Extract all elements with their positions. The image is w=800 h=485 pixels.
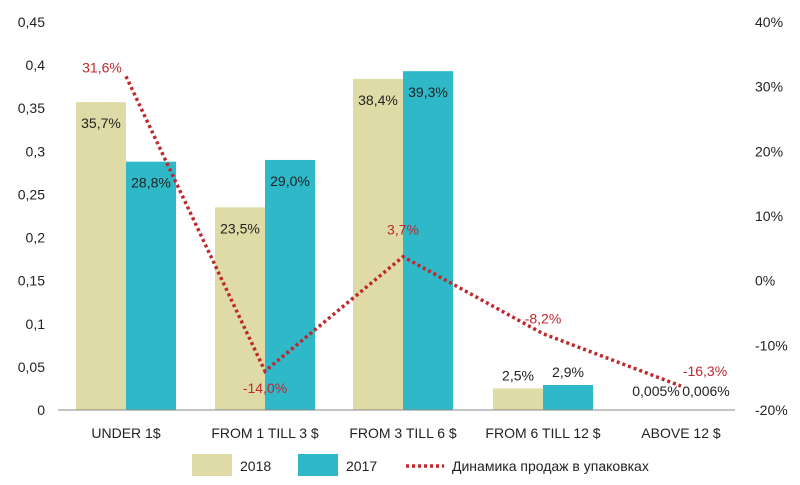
- line-series: [124, 75, 682, 388]
- line-labels-layer: 31,6% -14,0% 3,7% -8,2% -16,3%: [82, 59, 727, 396]
- line-value-label: -16,3%: [683, 363, 727, 379]
- bar-value-label: 23,5%: [220, 220, 260, 236]
- y-tick-label: 0,4: [26, 57, 46, 73]
- y2-tick-label: 0%: [755, 273, 775, 289]
- bar-value-label: 0,006%: [682, 383, 729, 399]
- y-tick-label: 0: [37, 402, 45, 418]
- y2-tick-label: -10%: [755, 337, 788, 353]
- y-tick-label: 0,35: [18, 100, 45, 116]
- legend-swatch-2018: [192, 454, 232, 476]
- y-tick-label: 0,45: [18, 14, 45, 30]
- legend: 2018 2017 Динамика продаж в упаковках: [192, 454, 649, 476]
- bars-layer: [76, 71, 731, 410]
- legend-label: Динамика продаж в упаковках: [452, 458, 649, 474]
- legend-swatch-2017: [298, 454, 338, 476]
- x-tick-label: ABOVE 12 $: [641, 425, 721, 441]
- x-tick-label: FROM 6 TILL 12 $: [485, 425, 600, 441]
- bar-2018: [76, 102, 126, 410]
- left-axis: 0 0,05 0,1 0,15 0,2 0,25 0,3 0,35 0,4 0,45: [18, 14, 45, 418]
- line-value-label: 3,7%: [387, 222, 419, 238]
- legend-label: 2017: [346, 458, 377, 474]
- x-tick-label: FROM 1 TILL 3 $: [211, 425, 319, 441]
- bar-2017: [403, 71, 453, 410]
- y2-tick-label: 20%: [755, 143, 783, 159]
- bar-value-label: 0,005%: [632, 383, 679, 399]
- y2-tick-label: 30%: [755, 79, 783, 95]
- bar-value-label: 2,9%: [552, 364, 584, 380]
- bar-value-label: 38,4%: [358, 92, 398, 108]
- bar-2017: [126, 161, 176, 410]
- line-layer: [124, 75, 682, 388]
- y-tick-label: 0,15: [18, 273, 45, 289]
- bar-value-label: 39,3%: [408, 84, 448, 100]
- y-tick-label: 0,25: [18, 186, 45, 202]
- y-tick-label: 0,2: [26, 230, 46, 246]
- y2-tick-label: 10%: [755, 208, 783, 224]
- legend-label: 2018: [240, 458, 271, 474]
- x-tick-label: FROM 3 TILL 6 $: [349, 425, 457, 441]
- bar-value-label: 28,8%: [131, 175, 171, 191]
- y-tick-label: 0,05: [18, 359, 45, 375]
- right-axis: -20% -10% 0% 10% 20% 30% 40%: [755, 14, 788, 418]
- line-value-label: -14,0%: [243, 380, 287, 396]
- bar-2018: [215, 207, 265, 410]
- x-tick-label: UNDER 1$: [91, 425, 160, 441]
- y2-tick-label: -20%: [755, 402, 788, 418]
- bar-2017: [543, 384, 593, 410]
- bar-2018: [493, 388, 543, 410]
- line-value-label: 31,6%: [82, 59, 122, 75]
- bar-labels-layer: 35,7% 23,5% 38,4% 2,5% 0,005% 28,8% 29,0% 39,3%…: [81, 84, 730, 399]
- y2-tick-label: 40%: [755, 14, 783, 30]
- bar-value-label: 35,7%: [81, 115, 121, 131]
- y-tick-label: 0,3: [26, 143, 46, 159]
- y-tick-label: 0,1: [26, 316, 46, 332]
- bar-value-label: 2,5%: [502, 367, 534, 383]
- bar-2017: [265, 159, 315, 410]
- x-axis: UNDER 1$ FROM 1 TILL 3 $ FROM 3 TILL 6 $ FR…: [91, 425, 721, 441]
- bar-2018: [353, 78, 403, 410]
- bar-value-label: 29,0%: [270, 173, 310, 189]
- line-value-label: -8,2%: [525, 311, 562, 327]
